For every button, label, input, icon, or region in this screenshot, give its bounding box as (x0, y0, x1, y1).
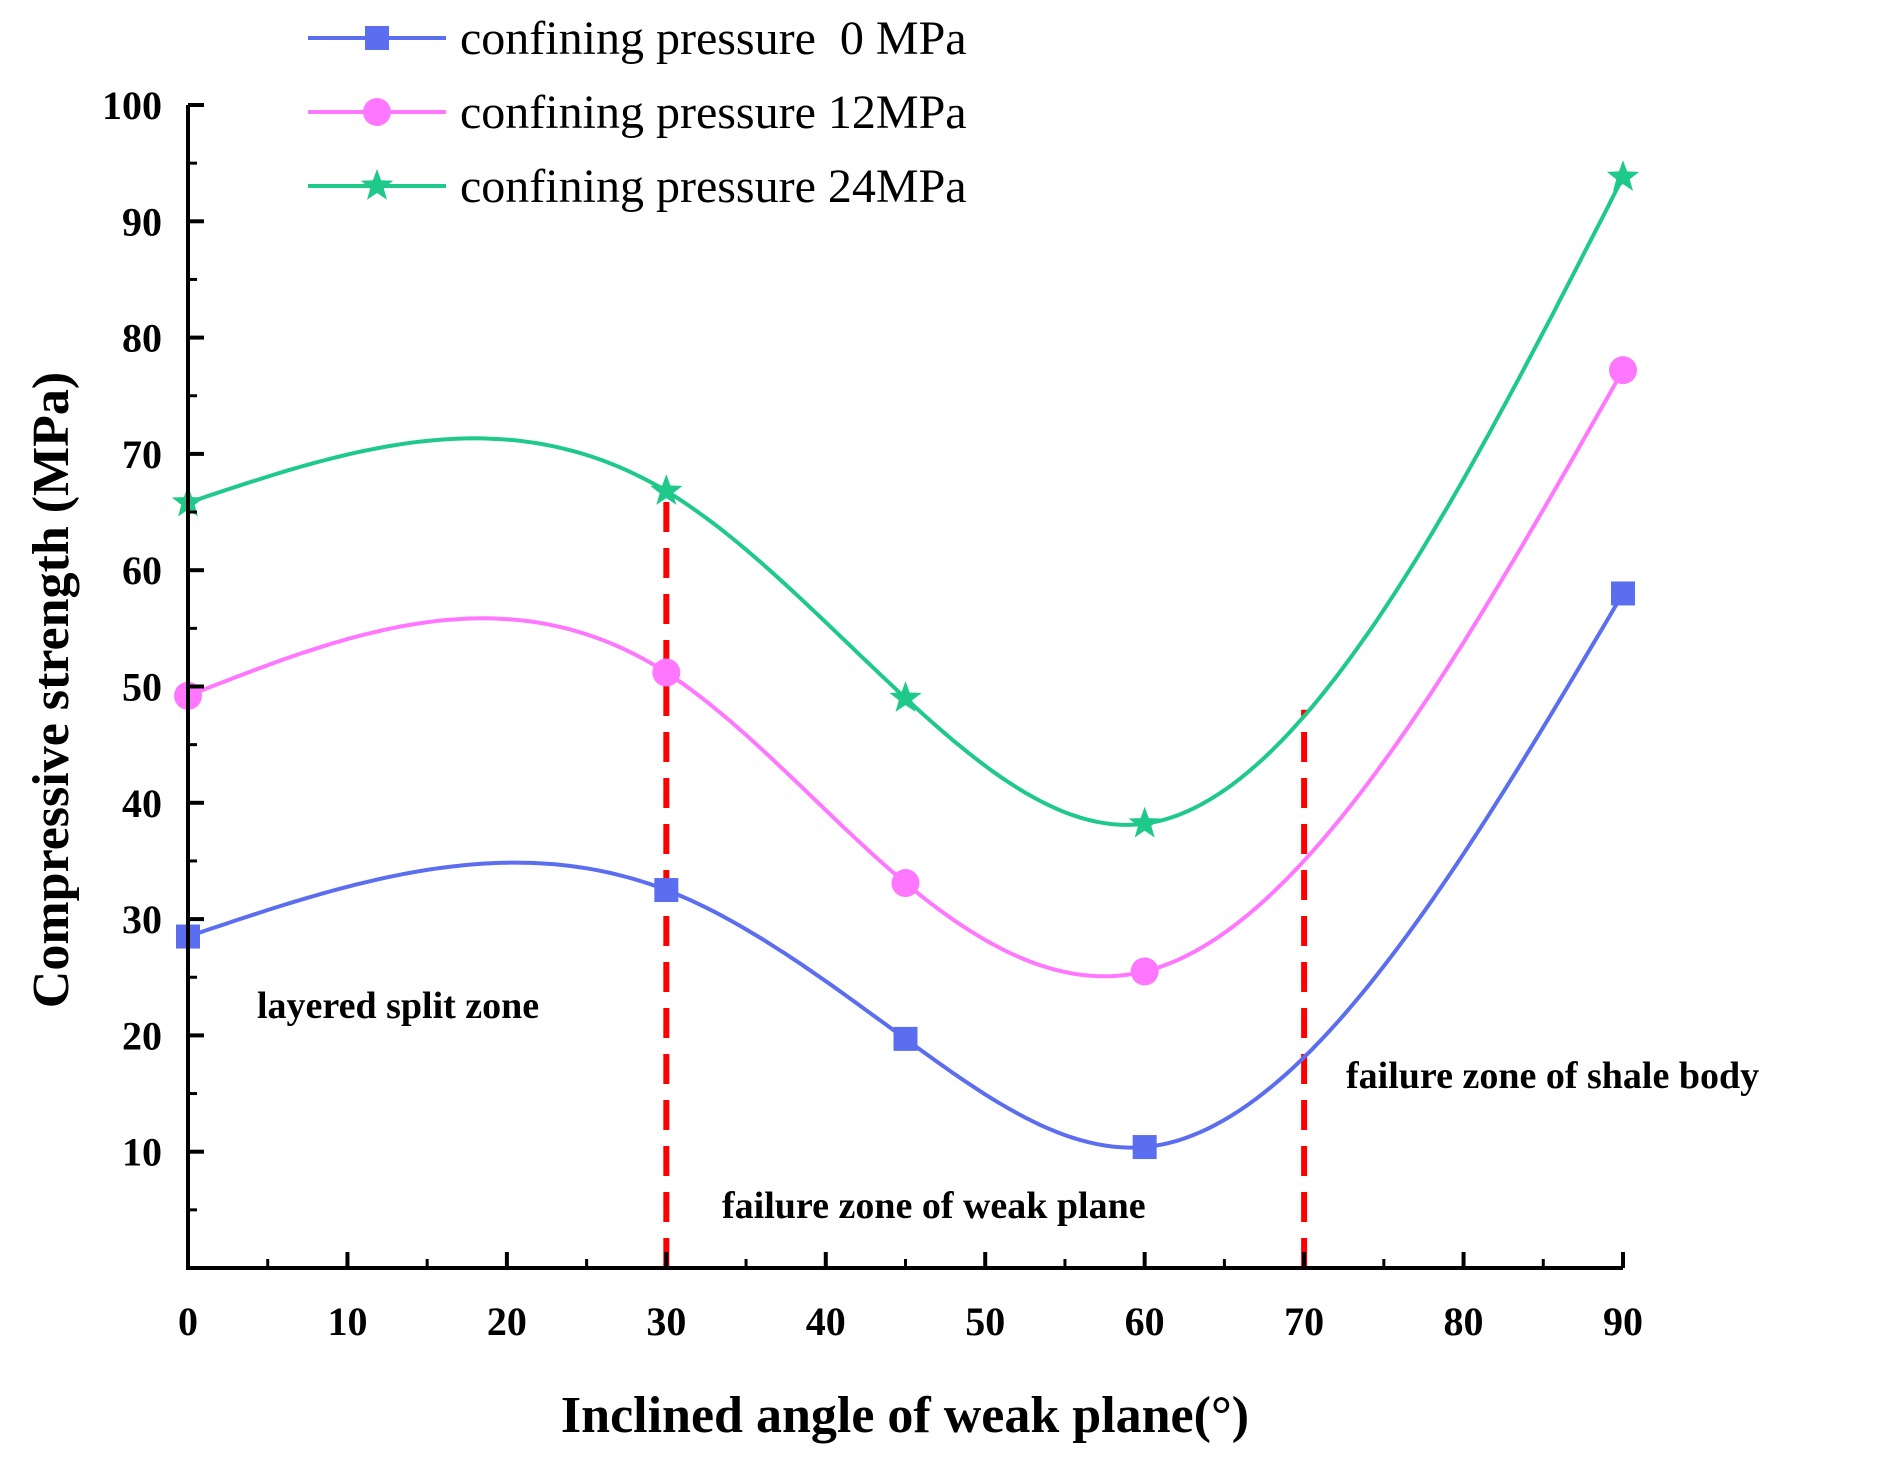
data-point-square (1611, 581, 1635, 606)
x-tick-label: 0 (178, 1299, 198, 1344)
legend-label: confining pressure 0 MPa (460, 12, 967, 65)
data-point-star (1128, 806, 1161, 838)
legend: confining pressure 0 MPa confining pressu… (308, 12, 967, 213)
data-point-star (889, 681, 922, 712)
series-group (171, 160, 1640, 1160)
data-point-square (893, 1026, 918, 1051)
y-tick-label: 50 (122, 665, 162, 710)
legend-marker-circle (363, 98, 391, 126)
y-tick-label: 100 (102, 83, 162, 128)
data-point-circle (891, 869, 920, 898)
annotation-failure-zone-shale-body: failure zone of shale body (1346, 1055, 1759, 1097)
data-point-square (654, 878, 679, 903)
legend-marker-square (365, 26, 389, 50)
legend-label: confining pressure 24MPa (460, 160, 967, 213)
x-tick-label: 70 (1284, 1299, 1324, 1344)
data-point-square (1132, 1135, 1157, 1160)
y-axis-title: Compressive strength (MPa) (23, 372, 80, 1008)
x-tick-label: 40 (806, 1299, 846, 1344)
legend-label: confining pressure 12MPa (460, 86, 967, 139)
data-point-circle (1130, 957, 1159, 986)
y-tick-label: 70 (122, 432, 162, 477)
y-tick-label: 90 (122, 199, 162, 244)
y-tick-label: 10 (122, 1130, 162, 1175)
legend-marker-star (360, 169, 394, 200)
y-tick-label: 80 (122, 316, 162, 361)
x-tick-label: 10 (327, 1299, 367, 1344)
x-tick-label: 60 (1125, 1299, 1165, 1344)
data-point-circle (1609, 356, 1637, 385)
x-tick-label: 30 (646, 1299, 686, 1344)
annotation-failure-zone-weak-plane: failure zone of weak plane (722, 1185, 1146, 1227)
y-tick-label: 40 (122, 781, 162, 826)
data-point-star (1606, 160, 1640, 191)
annotations: layered split zone failure zone of weak … (257, 985, 1759, 1227)
annotation-layered-split-zone: layered split zone (257, 985, 539, 1027)
x-axis-title: Inclined angle of weak plane(°) (561, 1387, 1249, 1444)
x-tick-label: 50 (965, 1299, 1005, 1344)
x-tick-label: 20 (487, 1299, 527, 1344)
ticks: 0 10 20 30 40 50 60 70 80 90 10 20 30 40 50 60 70 80 90 100 (102, 83, 1643, 1344)
x-tick-label: 80 (1444, 1299, 1484, 1344)
y-tick-label: 20 (122, 1013, 162, 1058)
y-tick-label: 60 (122, 548, 162, 593)
y-tick-label: 30 (122, 897, 162, 942)
data-point-circle (652, 658, 681, 687)
x-tick-label: 90 (1603, 1299, 1643, 1344)
data-point-star (650, 474, 683, 505)
zone-boundaries (663, 488, 1308, 1268)
